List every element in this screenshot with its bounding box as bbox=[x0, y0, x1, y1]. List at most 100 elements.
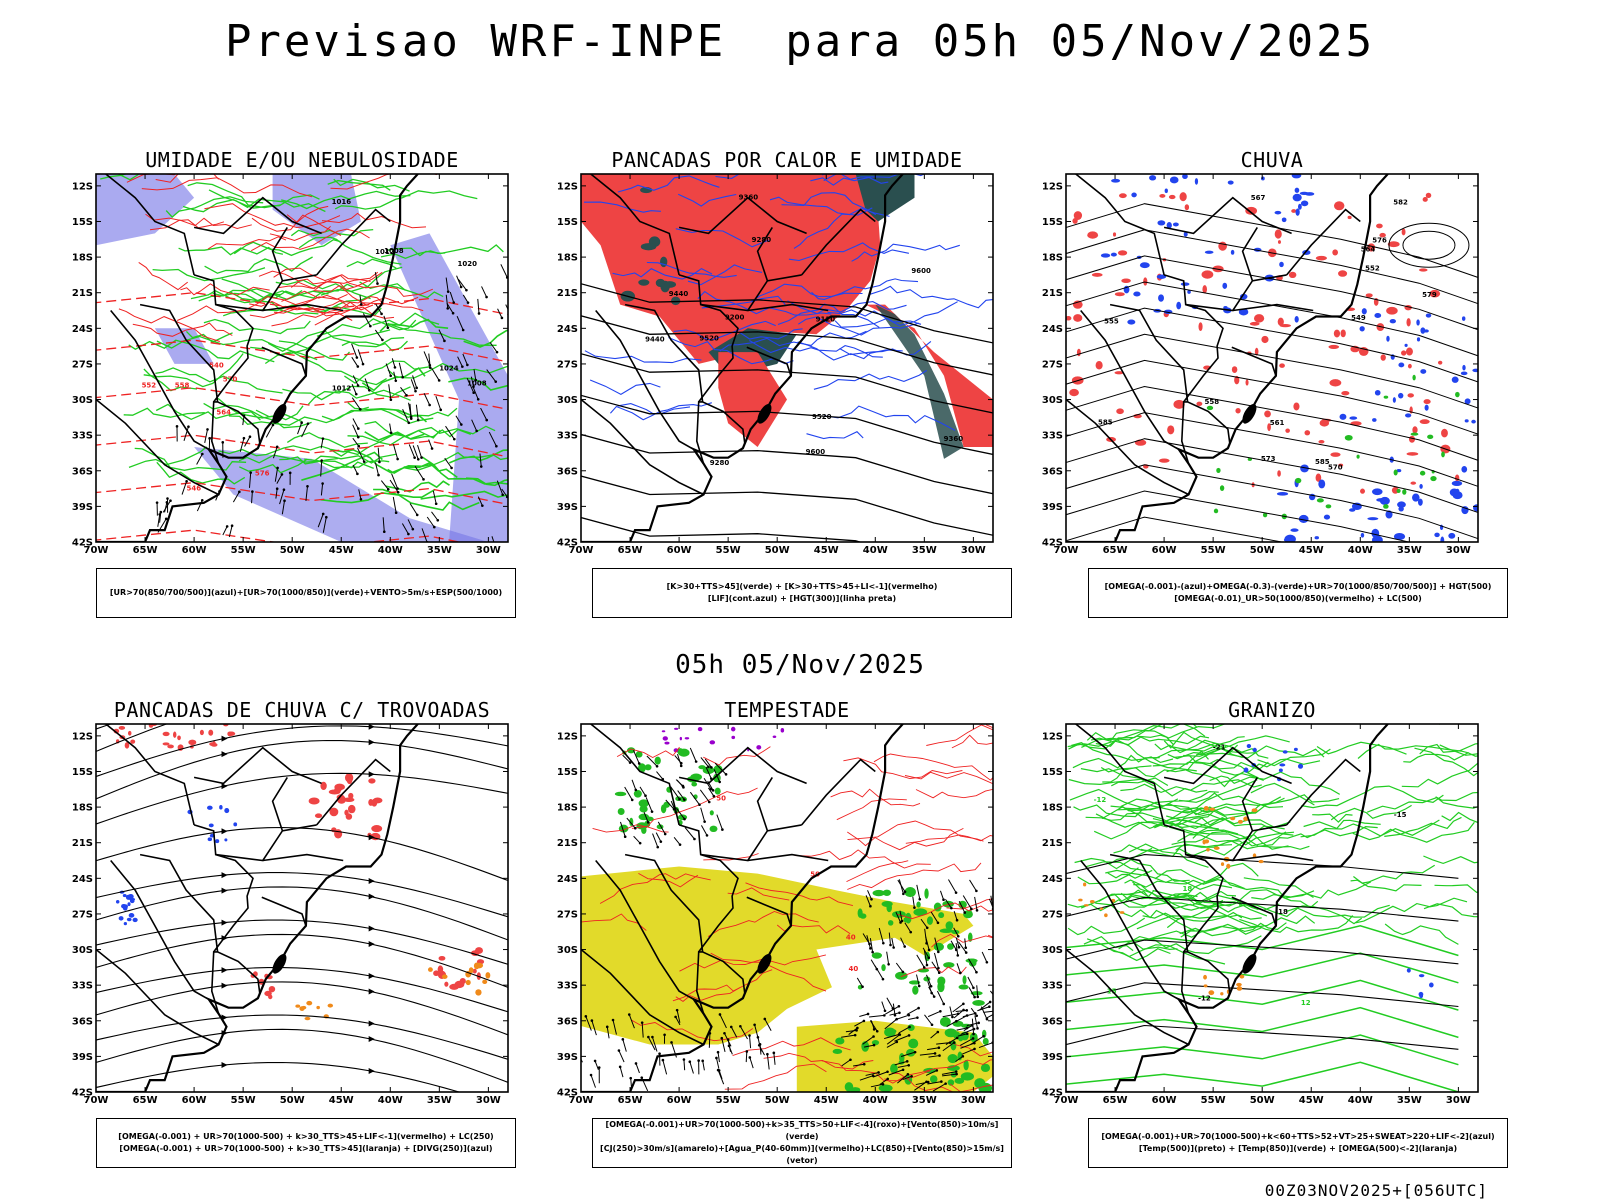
wind-vector bbox=[377, 473, 380, 477]
humidity-contour-green bbox=[347, 429, 441, 446]
wind-vector bbox=[377, 447, 380, 463]
wind-vector bbox=[961, 1055, 965, 1058]
rain-area bbox=[1112, 232, 1117, 237]
lifted-index-contour bbox=[823, 405, 956, 431]
wind-vector bbox=[898, 1026, 910, 1034]
omega500-area bbox=[1258, 859, 1264, 864]
precip-water-contour bbox=[830, 788, 921, 807]
wind-vector bbox=[389, 431, 393, 435]
rain-area bbox=[1329, 379, 1342, 387]
temp850-contour bbox=[1136, 914, 1257, 930]
wind-vector bbox=[663, 832, 667, 836]
panel-title-granizo: GRANIZO bbox=[1228, 698, 1316, 722]
country-border bbox=[1241, 776, 1258, 832]
wind-vector bbox=[689, 747, 697, 762]
precip-water-contour bbox=[745, 882, 854, 907]
wind-vector bbox=[959, 1038, 974, 1046]
wind-vector bbox=[639, 786, 646, 796]
country-border bbox=[105, 174, 195, 276]
wind-vector bbox=[958, 941, 967, 953]
lifted-index-contour bbox=[687, 264, 763, 286]
hail-area bbox=[1406, 968, 1411, 973]
omega-area bbox=[1462, 364, 1466, 371]
country-border bbox=[262, 303, 344, 312]
wind-vector bbox=[926, 974, 932, 987]
wind-vector bbox=[888, 1069, 904, 1076]
omega-area bbox=[1367, 517, 1379, 521]
lon-label: 70W bbox=[569, 1095, 594, 1106]
wind-vector bbox=[488, 431, 497, 447]
precip-water-contour bbox=[915, 788, 993, 799]
wind-vector bbox=[956, 963, 961, 974]
country-border bbox=[193, 274, 254, 403]
wind-vector bbox=[187, 425, 190, 429]
wind-vector bbox=[400, 386, 407, 396]
wind-vector bbox=[386, 326, 390, 330]
wind-vector bbox=[378, 460, 381, 464]
wind-vector bbox=[974, 1015, 978, 1029]
omega-strong-area bbox=[1325, 504, 1332, 509]
wind-vector bbox=[321, 437, 325, 440]
storm-area bbox=[449, 983, 460, 990]
precip-water-contour bbox=[599, 873, 711, 904]
wind-vector bbox=[422, 478, 425, 481]
wind-vector bbox=[875, 967, 879, 971]
legend-line: [OMEGA(-0.01)_UR>50(1000/850)(vermelho) … bbox=[1174, 594, 1422, 603]
strong-wind-area bbox=[627, 747, 636, 754]
wind-vector bbox=[415, 404, 419, 421]
hgt300-contour bbox=[581, 475, 993, 536]
wind-vector bbox=[739, 1026, 748, 1040]
wind-vector bbox=[955, 1055, 964, 1063]
wind-vector bbox=[717, 1069, 725, 1085]
wind-vector bbox=[412, 445, 419, 460]
wind-vector bbox=[694, 760, 698, 763]
country-border bbox=[678, 196, 807, 235]
strong-wind-area bbox=[982, 1037, 989, 1046]
wind-vector bbox=[414, 389, 417, 393]
country-border bbox=[1231, 346, 1277, 377]
map-panel-umidade: 1012100810161020102457657056455855254654… bbox=[72, 173, 509, 556]
strong-wind-area bbox=[929, 1075, 938, 1083]
wind-vector bbox=[449, 291, 455, 303]
wind-vector bbox=[651, 1035, 654, 1039]
temp850-contour bbox=[1071, 741, 1174, 764]
lon-label: 45W bbox=[1299, 545, 1324, 556]
omega-strong-area bbox=[1344, 434, 1353, 441]
wind-vector bbox=[881, 1082, 885, 1086]
instability-area bbox=[865, 304, 993, 447]
wind-vector bbox=[953, 927, 959, 937]
wind-vector bbox=[862, 1019, 866, 1023]
wind-vector bbox=[711, 789, 715, 792]
storm-area-orange bbox=[316, 1005, 320, 1010]
contour-label: 579 bbox=[1422, 291, 1437, 299]
wind-vector bbox=[445, 277, 449, 292]
wind-vector bbox=[766, 1054, 770, 1070]
humidity-contour-green bbox=[465, 477, 508, 487]
storm-area bbox=[345, 813, 353, 820]
rain-area bbox=[1293, 402, 1300, 411]
omega-area bbox=[1176, 301, 1182, 310]
country-border bbox=[678, 274, 739, 403]
country-border bbox=[1075, 724, 1165, 826]
wind-vector bbox=[481, 286, 488, 298]
wind-vector bbox=[976, 995, 980, 999]
humidity-contour-green bbox=[143, 368, 198, 392]
streamline-arrow bbox=[368, 834, 375, 841]
strong-wind-area bbox=[654, 756, 661, 765]
precip-water-contour bbox=[672, 969, 773, 1002]
wind-vector bbox=[369, 324, 372, 328]
lat-label: 24S bbox=[72, 324, 93, 335]
rain-area bbox=[1279, 363, 1285, 368]
wind-vector bbox=[884, 1033, 900, 1040]
rain-area bbox=[1073, 314, 1083, 322]
omega-area bbox=[1420, 327, 1426, 334]
contour-label: 9280 bbox=[752, 236, 772, 244]
wind-vector bbox=[938, 1054, 941, 1057]
wind-vector bbox=[623, 835, 627, 839]
contour-label: 9440 bbox=[645, 335, 665, 343]
rain-area bbox=[1234, 375, 1240, 385]
wind-vector bbox=[886, 1077, 889, 1081]
storm-area-orange bbox=[475, 989, 482, 996]
humidity-contour-green bbox=[275, 279, 371, 300]
wind-vector bbox=[886, 997, 894, 1009]
